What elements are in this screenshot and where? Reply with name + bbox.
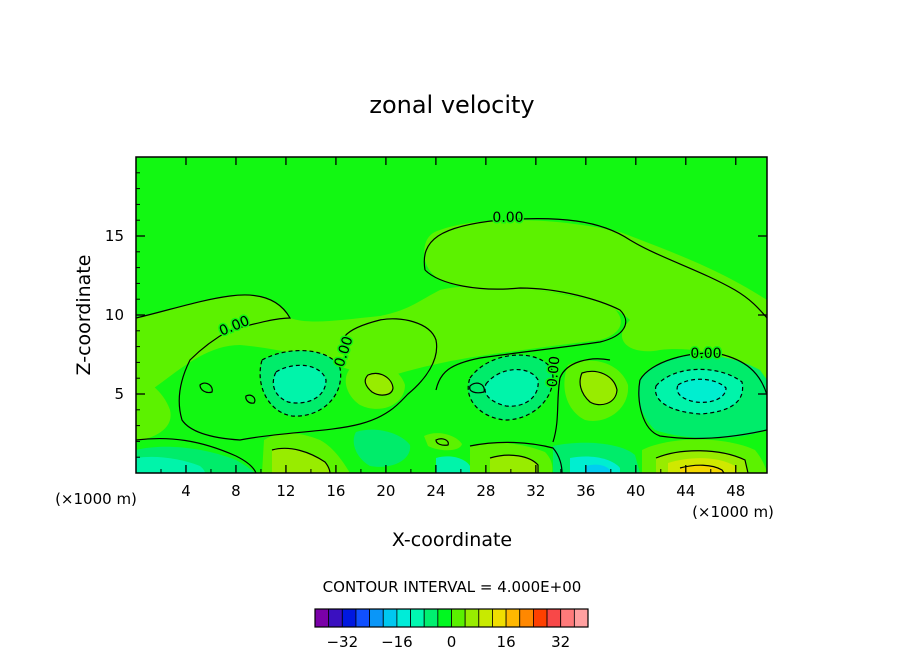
colorbar-label: −32: [326, 633, 358, 651]
contour-pos-5: [655, 450, 749, 473]
y-axis-label: Z-coordinate: [73, 255, 95, 376]
field-region-pos-eddy-1b: [365, 373, 393, 396]
colorbar-swatch: [451, 608, 466, 628]
colorbar-swatch: [328, 608, 343, 628]
field-region-neg-eddy-1b: [273, 365, 326, 404]
contour-pos-3: [271, 447, 331, 473]
x-tick-label: 4: [181, 482, 191, 500]
colorbar-swatch: [546, 608, 562, 628]
colorbar-label: 16: [497, 633, 516, 651]
zero-contour-upper: [136, 294, 438, 441]
colorbar-swatch: [464, 608, 480, 628]
contour-small-1: [199, 382, 213, 394]
y-tick-label: 5: [114, 385, 124, 403]
zero-contour-dome-inner: [424, 269, 627, 391]
contour-pos-1: [364, 372, 394, 396]
x-tick-label: 8: [231, 482, 241, 500]
chart-title: zonal velocity: [369, 91, 534, 119]
colorbar-swatch: [314, 608, 330, 628]
colorbar-label: −16: [381, 633, 413, 651]
field-region-pos-left: [136, 377, 171, 440]
colorbar-swatch: [492, 608, 507, 628]
colorbar-swatch: [382, 608, 398, 628]
colorbar-swatch: [341, 608, 357, 628]
zero-contour-lower: [136, 437, 257, 473]
colorbar-swatch: [437, 608, 452, 628]
contour-pos-6: [679, 464, 725, 473]
colorbar-label: 0: [447, 633, 457, 651]
colorbar: [314, 608, 589, 628]
contour-neg-6: [676, 378, 727, 403]
contour-neg-4: [484, 368, 539, 407]
contour-small-2: [245, 394, 256, 404]
x-tick-label: 44: [676, 482, 695, 500]
zero-contour-lower-2: [469, 441, 563, 473]
plot-area: [136, 157, 767, 473]
x-tick-label: 24: [426, 482, 445, 500]
contour-interval-text: CONTOUR INTERVAL = 4.000E+00: [323, 578, 582, 596]
field-region-pos-upper: [136, 286, 621, 400]
colorbar-swatch: [560, 608, 575, 628]
field-region-pos-br-4: [680, 465, 724, 473]
colorbar-swatch: [410, 608, 425, 628]
contour-pos-2: [579, 370, 618, 406]
field-region-neg-eddy-3c: [677, 379, 726, 403]
colorbar-swatch: [573, 608, 589, 628]
contour-pos-4: [489, 454, 539, 473]
colorbar-swatch: [369, 608, 384, 628]
x-tick-label: 16: [326, 482, 345, 500]
contour-small-4: [469, 382, 485, 394]
x-tick-label: 20: [376, 482, 395, 500]
x-tick-label: 32: [526, 482, 545, 500]
field-region-pos-small: [424, 433, 462, 451]
x-tick-label: 48: [726, 482, 745, 500]
x-tick-label: 12: [276, 482, 295, 500]
contour-neg-5: [654, 368, 744, 415]
zero-contour-mid-right: [552, 358, 611, 443]
field-region-neg-bottom-4: [436, 456, 470, 473]
contour-small-3: [435, 438, 449, 446]
field-region-neg-eddy-2b: [484, 369, 539, 407]
zero-contour-label: 0.00: [492, 210, 523, 226]
contour-neg-1: [259, 349, 342, 417]
x-tick-label: 40: [626, 482, 645, 500]
colorbar-swatch: [478, 608, 493, 628]
field-region-neg-bottom-b: [136, 456, 205, 473]
field-region-pos-eddy-2b: [580, 371, 617, 405]
colorbar-swatch: [423, 608, 439, 628]
field-region-neg-bottom-3c: [586, 464, 610, 473]
colorbar-swatch: [533, 608, 548, 628]
zero-contour-label: 0.00: [690, 346, 721, 362]
zero-contour-right-upper: [638, 352, 767, 440]
zero-contour-label: 0.00: [545, 355, 564, 387]
x-tick-label: 36: [576, 482, 595, 500]
colorbar-frame: [314, 608, 589, 628]
x-unit-label-left: (×1000 m): [55, 490, 137, 508]
y-tick-label: 15: [105, 227, 124, 245]
x-unit-label-right: (×1000 m): [692, 503, 774, 521]
x-axis-label: X-coordinate: [392, 529, 512, 551]
colorbar-swatch: [505, 608, 521, 628]
colorbar-swatch: [355, 608, 371, 628]
colorbar-swatch: [519, 608, 534, 628]
contour-neg-2: [272, 364, 327, 404]
field-region-neg-bottom-2: [353, 429, 411, 467]
x-tick-label: 28: [476, 482, 495, 500]
zero-contour-dome: [423, 218, 767, 319]
y-tick-label: 10: [105, 306, 124, 324]
field-region-pos-low-4: [490, 455, 538, 473]
colorbar-label: 32: [551, 633, 570, 651]
colorbar-swatch: [396, 608, 411, 628]
